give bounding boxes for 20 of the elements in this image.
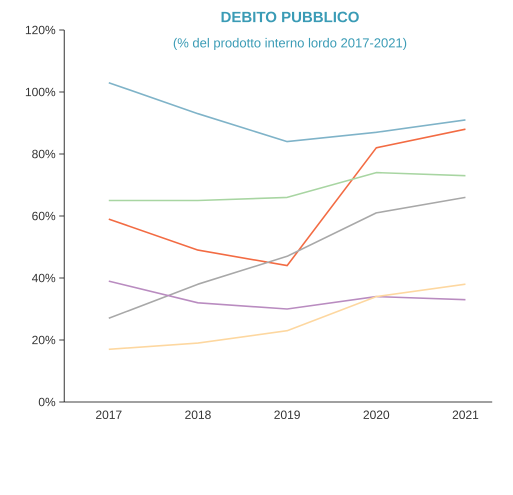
- x-tick-label: 2019: [274, 410, 300, 420]
- y-tick-label: 60%: [32, 212, 56, 220]
- line-series: [108, 280, 466, 310]
- line-series: [108, 283, 466, 350]
- x-tick-label: 2020: [364, 410, 390, 420]
- y-tick-label: 80%: [32, 150, 56, 158]
- line-series: [108, 196, 466, 320]
- line-series: [108, 172, 466, 202]
- y-tick-label: 100%: [26, 88, 56, 96]
- line-series: [108, 128, 466, 266]
- text: (% del prodotto interno lordo 2017-2021): [174, 38, 406, 50]
- y-tick-label: 120%: [26, 26, 56, 34]
- x-tick-label: 2017: [96, 410, 122, 420]
- y-tick-label: 20%: [32, 336, 56, 344]
- y-tick-label: 40%: [32, 274, 56, 282]
- x-tick-label: 2018: [185, 410, 211, 420]
- y-tick-label: 0%: [38, 398, 56, 406]
- chart-title: DEBITO PUBBLICO: [222, 12, 359, 22]
- x-tick-label: 2021: [452, 410, 478, 420]
- line-series: [108, 82, 466, 142]
